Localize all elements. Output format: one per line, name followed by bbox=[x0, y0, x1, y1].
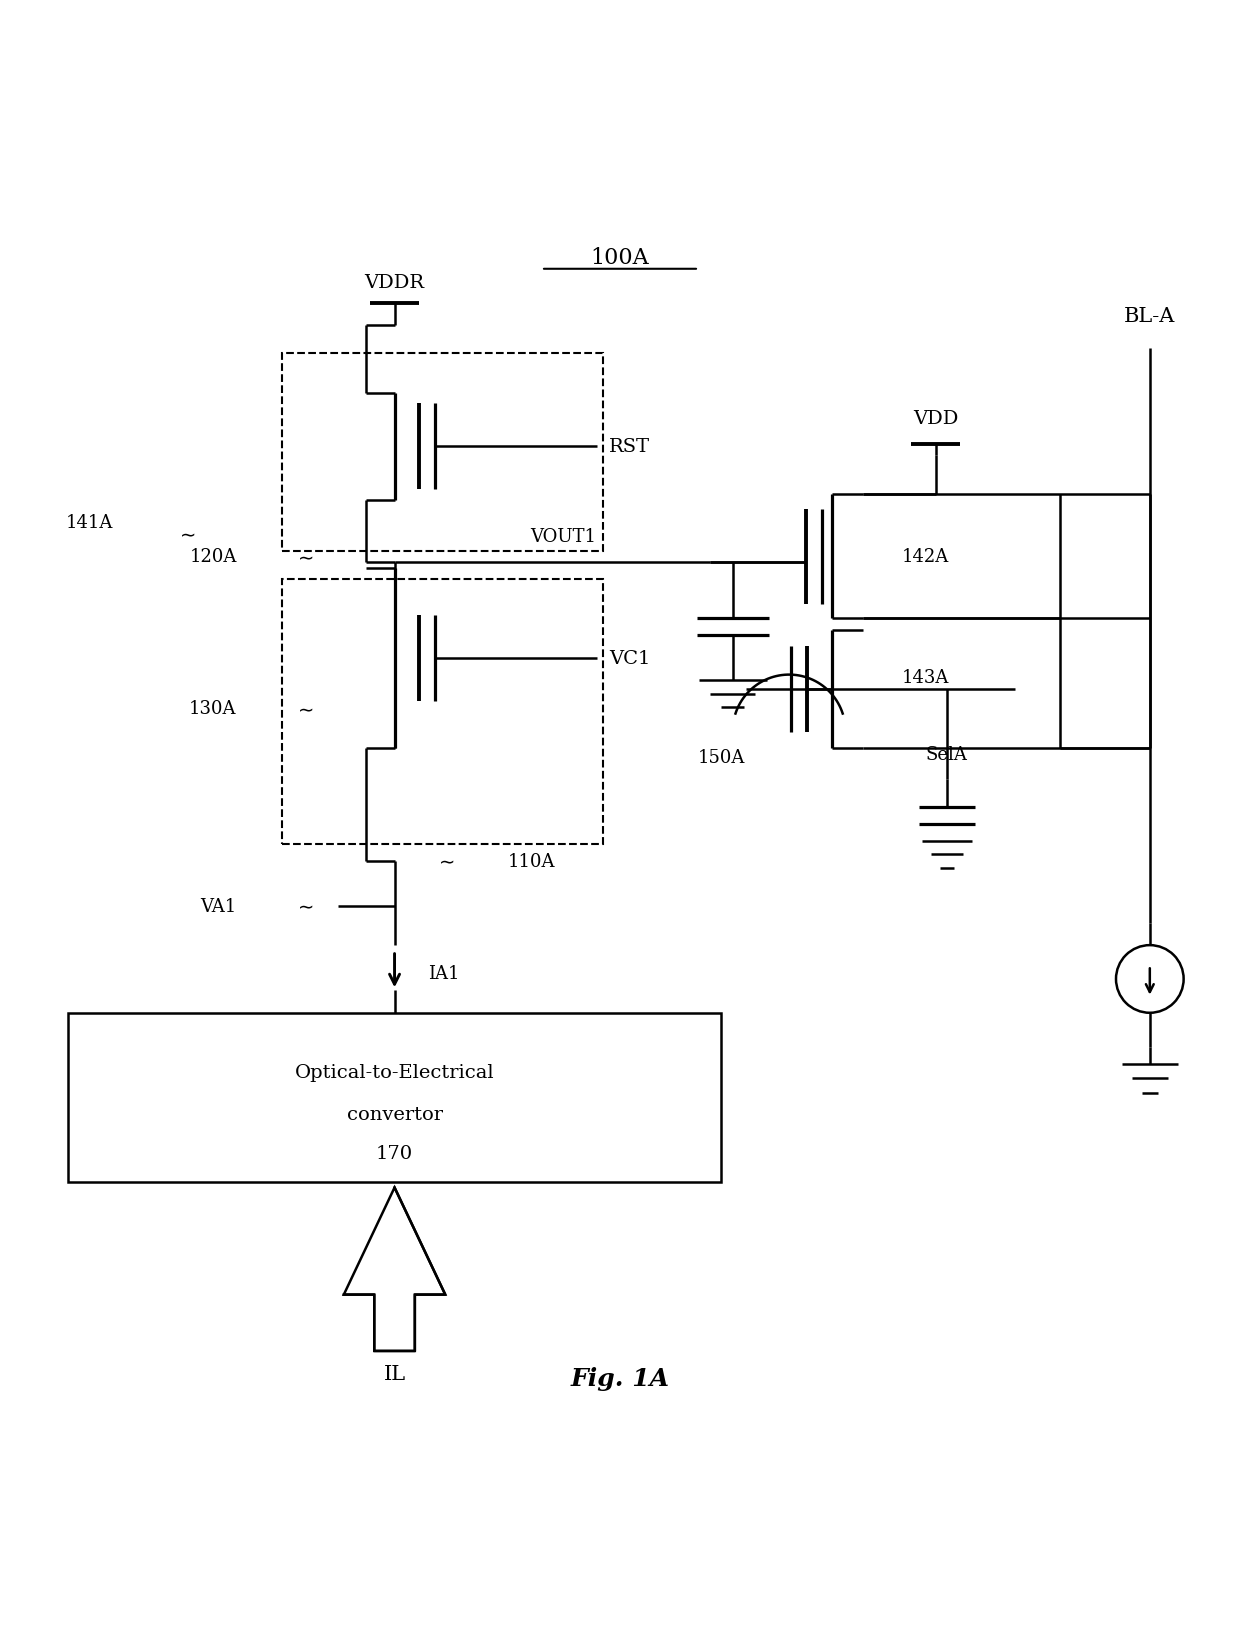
Text: $\sim$: $\sim$ bbox=[294, 548, 315, 566]
Text: Optical-to-Electrical: Optical-to-Electrical bbox=[295, 1064, 495, 1082]
Text: 142A: 142A bbox=[901, 548, 949, 566]
Text: 150A: 150A bbox=[698, 749, 745, 767]
Text: 120A: 120A bbox=[190, 548, 237, 566]
Text: convertor: convertor bbox=[346, 1105, 443, 1123]
Text: 110A: 110A bbox=[507, 852, 554, 870]
Text: BL-A: BL-A bbox=[1125, 307, 1176, 326]
Text: 130A: 130A bbox=[190, 700, 237, 718]
Bar bbox=[68, 1013, 722, 1182]
Text: RST: RST bbox=[609, 437, 650, 455]
Text: $\sim$: $\sim$ bbox=[294, 700, 315, 718]
Text: 141A: 141A bbox=[66, 514, 113, 532]
Text: $\sim$: $\sim$ bbox=[176, 526, 196, 543]
Text: IA1: IA1 bbox=[428, 965, 460, 982]
Polygon shape bbox=[343, 1188, 445, 1351]
Text: $\sim$: $\sim$ bbox=[435, 852, 455, 870]
Text: VOUT1: VOUT1 bbox=[531, 527, 596, 545]
Text: 143A: 143A bbox=[901, 669, 949, 687]
Text: SelA: SelA bbox=[926, 746, 968, 764]
Text: Fig. 1A: Fig. 1A bbox=[570, 1366, 670, 1390]
Text: 100A: 100A bbox=[590, 248, 650, 269]
Text: 170: 170 bbox=[376, 1144, 413, 1162]
Text: $\sim$: $\sim$ bbox=[294, 898, 315, 916]
Text: VA1: VA1 bbox=[201, 898, 237, 916]
Text: IL: IL bbox=[383, 1364, 405, 1384]
Text: VC1: VC1 bbox=[609, 650, 650, 667]
Text: VDDR: VDDR bbox=[365, 274, 424, 292]
Text: VDD: VDD bbox=[913, 410, 959, 428]
